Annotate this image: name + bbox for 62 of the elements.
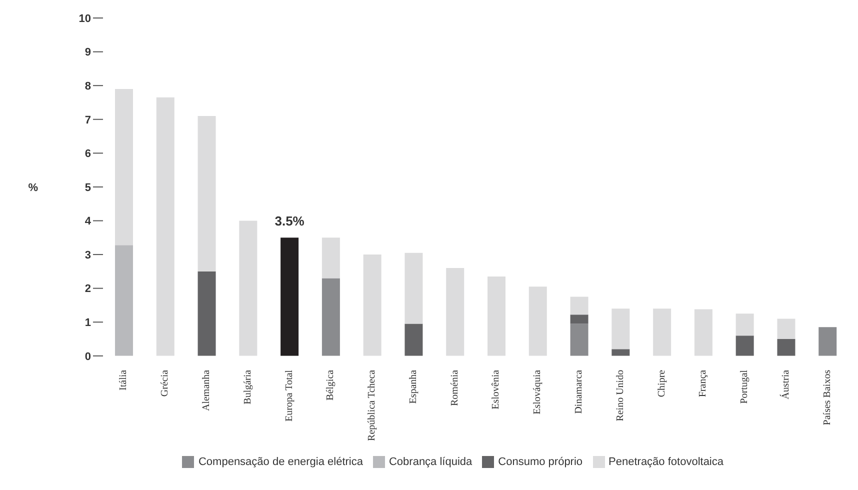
bar (198, 116, 216, 272)
legend-label: Compensação de energia elétrica (198, 456, 363, 468)
bar (612, 349, 630, 356)
bar (777, 318, 796, 340)
y-tick-label: 3 (84, 249, 91, 262)
y-tick-label: 10 (78, 12, 91, 25)
y-tick-label: 7 (84, 114, 91, 126)
x-tick-label: República Tcheca (366, 369, 378, 441)
y-tick-label: 4 (84, 216, 92, 228)
y-axis-title: % (28, 182, 38, 194)
bar (115, 88, 133, 246)
bar (528, 286, 547, 356)
bar (115, 245, 133, 356)
x-tick-label: França (698, 369, 709, 398)
x-tick-label: Bulgária (242, 369, 254, 404)
bar (198, 271, 216, 356)
y-tick-label: 8 (84, 80, 91, 92)
x-tick-label: Espanha (408, 369, 419, 404)
x-tick-label: Países Baixos (822, 370, 833, 426)
bar (488, 276, 506, 356)
x-tick-label: Grécia (160, 369, 171, 397)
bar (570, 314, 588, 324)
bar (777, 339, 796, 356)
x-tick-label: Chipre (656, 369, 668, 398)
x-tick-label: Portugal (739, 370, 750, 404)
bar (322, 278, 340, 356)
x-tick-label: Áustria (779, 369, 792, 400)
x-tick-label: Alemanha (200, 369, 212, 411)
bar (363, 254, 382, 356)
y-tick-label: 5 (84, 182, 91, 194)
y-tick-label: 1 (84, 317, 91, 330)
bar (818, 327, 837, 356)
bar (570, 324, 588, 356)
legend-label: Penetração fotovoltaica (608, 456, 724, 468)
bar (446, 268, 464, 356)
bar (736, 336, 754, 356)
x-tick-label: Eslovênia (490, 369, 502, 410)
x-tick-label: Reino Unido (614, 370, 626, 422)
x-tick-label: Bélgica (325, 369, 336, 400)
bar (570, 296, 588, 315)
y-tick-label: 0 (84, 350, 91, 363)
legend-label: Consumo próprio (498, 456, 583, 468)
bar (653, 308, 672, 356)
x-tick-label: Itália (118, 369, 130, 390)
bar (404, 324, 423, 356)
bar (612, 308, 630, 350)
bar (280, 238, 299, 356)
bar (322, 238, 340, 278)
y-tick-label: 2 (84, 283, 91, 296)
y-tick-label: 9 (84, 46, 91, 59)
x-tick-label: Roménia (449, 369, 460, 406)
x-tick-label: Dinamarca (573, 369, 584, 414)
bar (694, 309, 712, 356)
legend-label: Cobrança líquida (388, 456, 472, 468)
bar (239, 220, 258, 356)
x-tick-label: Eslováquia (532, 369, 544, 414)
y-tick-label: 6 (84, 148, 91, 160)
bar (736, 314, 754, 336)
bar (404, 252, 423, 324)
data-label: 3.5% (274, 214, 305, 229)
x-tick-label: Europa Total (284, 370, 295, 422)
bar (156, 97, 174, 356)
